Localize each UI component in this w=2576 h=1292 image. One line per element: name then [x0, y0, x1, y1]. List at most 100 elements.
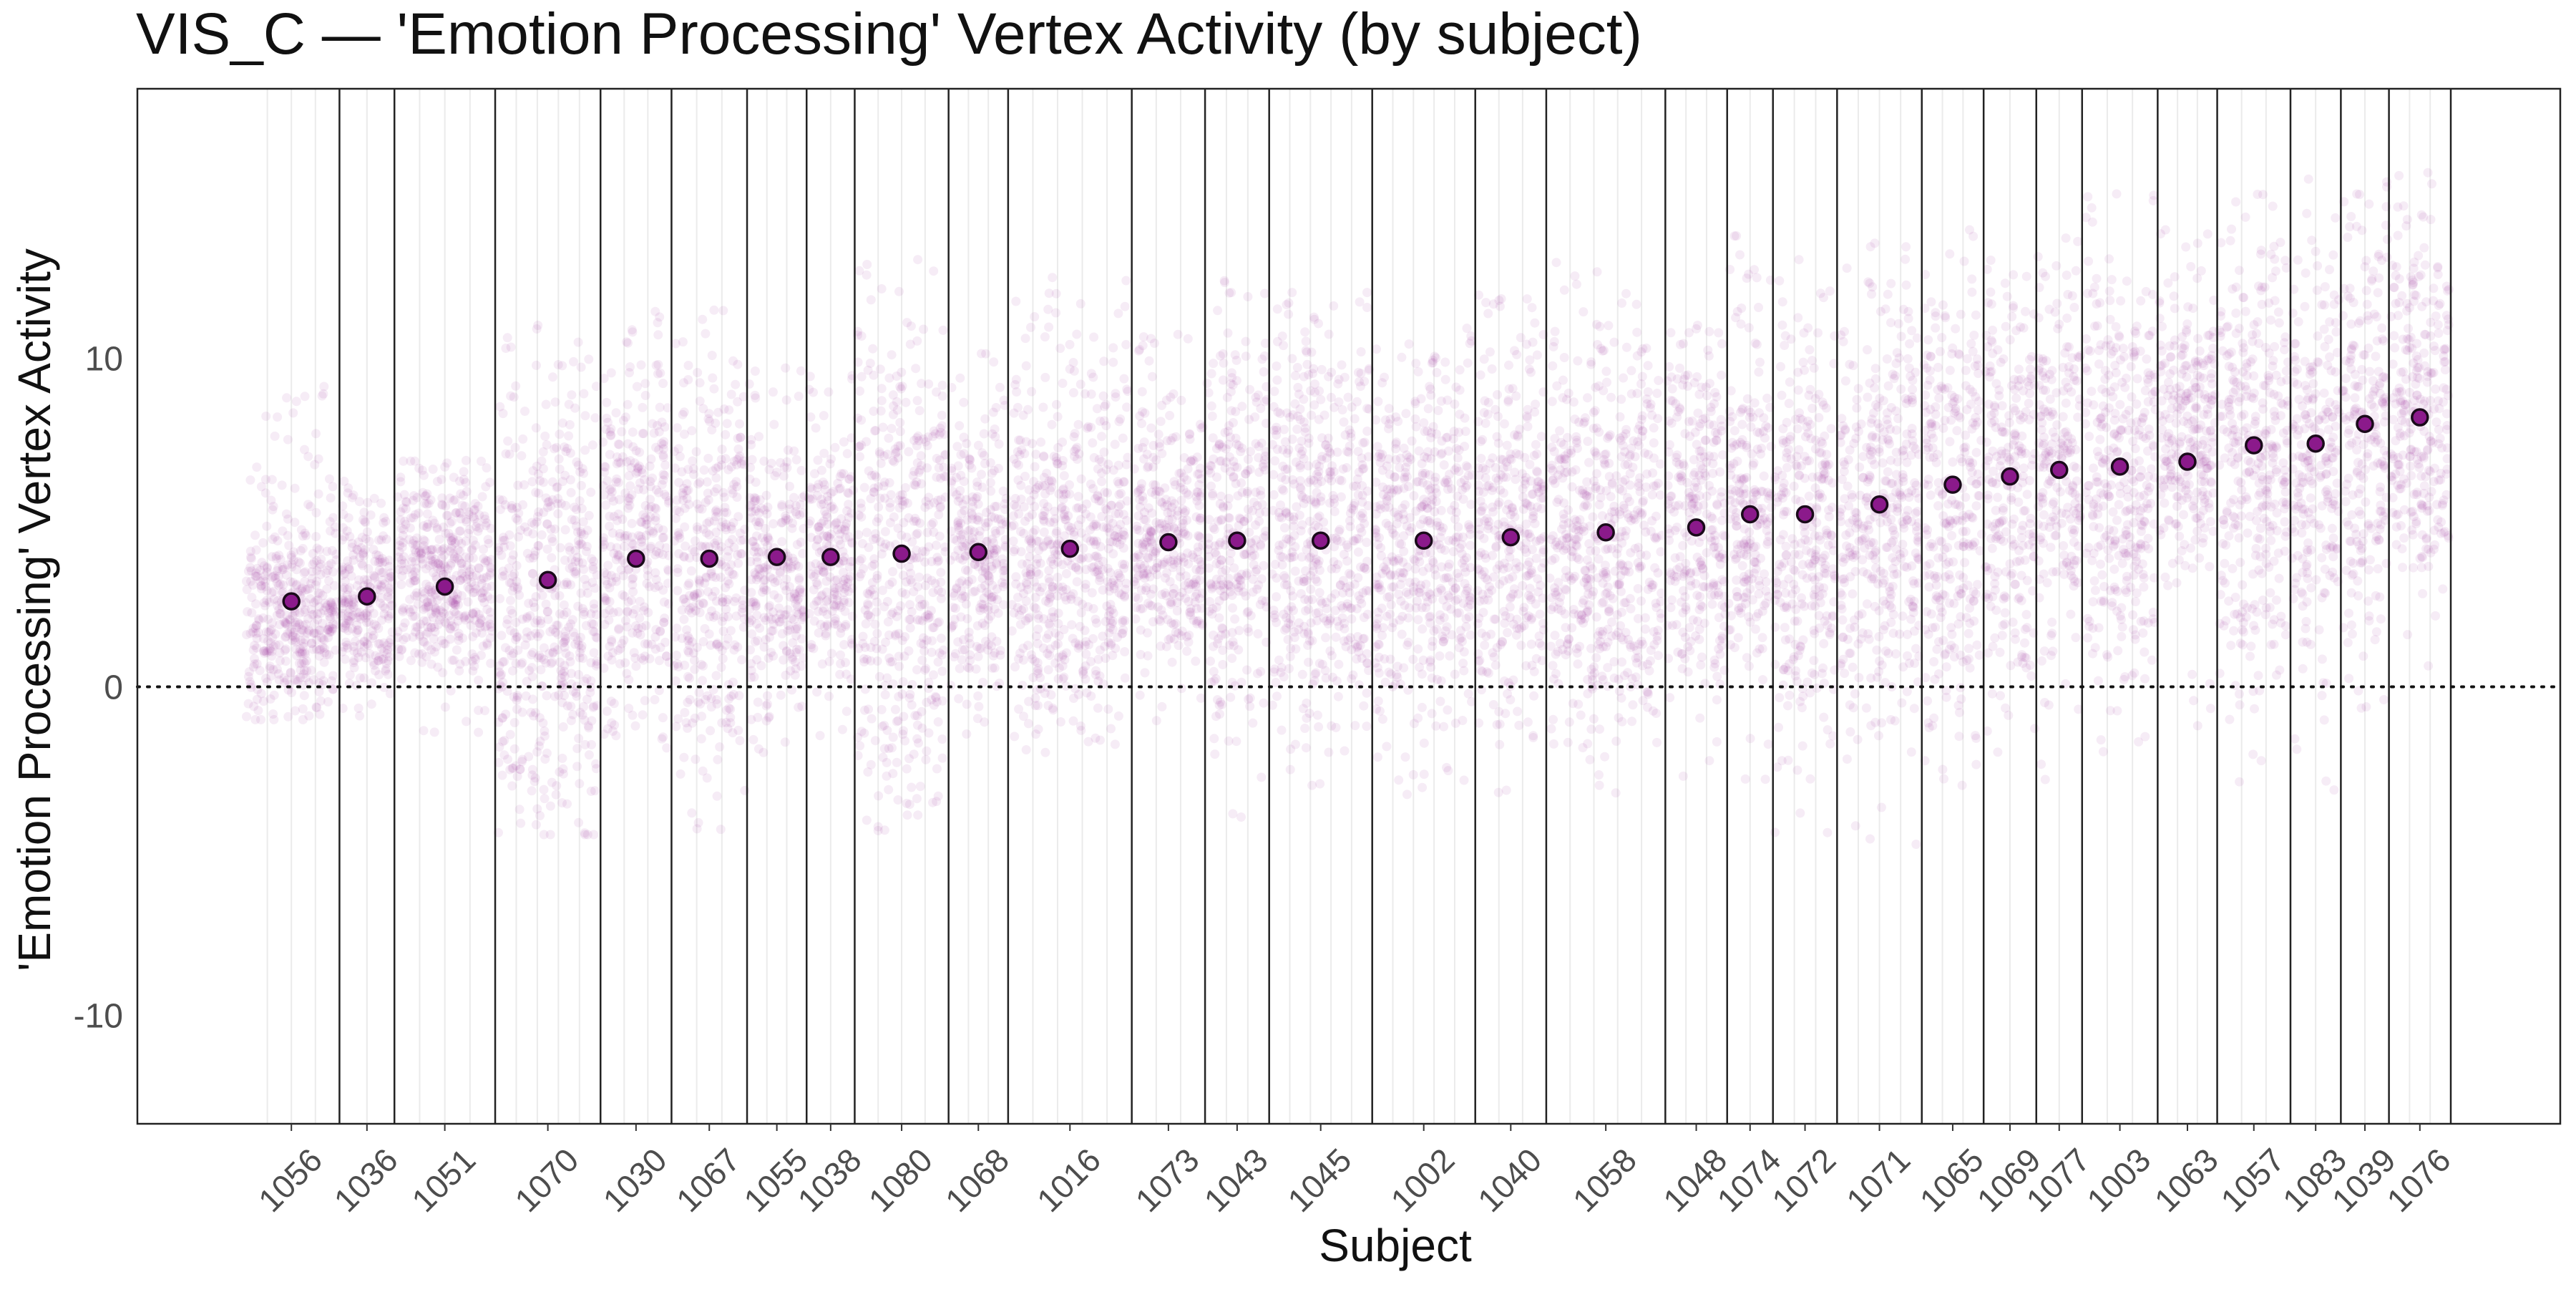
vertex-point	[514, 591, 524, 600]
vertex-point	[1234, 573, 1243, 583]
vertex-point	[1010, 608, 1019, 618]
vertex-point	[330, 581, 339, 591]
vertex-point	[1143, 628, 1152, 638]
vertex-point	[655, 627, 665, 636]
vertex-point	[624, 597, 633, 606]
vertex-point	[872, 534, 881, 543]
vertex-point	[793, 540, 802, 549]
vertex-point	[437, 636, 447, 645]
vertex-point	[1194, 555, 1203, 564]
vertex-point	[748, 455, 757, 465]
vertex-point	[472, 608, 481, 617]
vertex-point	[759, 575, 769, 585]
vertex-point	[462, 561, 472, 570]
vertex-point	[888, 578, 897, 587]
vertex-point	[298, 544, 308, 553]
vertex-point	[633, 628, 642, 638]
vertex-point	[1121, 276, 1131, 286]
vertex-point	[1120, 647, 1129, 656]
vertex-point	[973, 691, 982, 701]
vertex-point	[455, 527, 464, 536]
vertex-point	[1212, 444, 1221, 453]
vertex-point	[1154, 429, 1163, 439]
vertex-point	[1148, 617, 1158, 626]
vertex-point	[1053, 412, 1063, 422]
vertex-point	[423, 641, 432, 651]
vertex-point	[1143, 565, 1153, 575]
vertex-point	[1010, 732, 1019, 741]
vertex-point	[728, 356, 738, 366]
vertex-point	[364, 579, 373, 588]
vertex-point	[912, 517, 921, 526]
vertex-point	[363, 528, 372, 537]
vertex-point	[953, 637, 962, 646]
vertex-point	[1184, 334, 1193, 344]
vertex-point	[987, 469, 997, 478]
vertex-point	[525, 666, 534, 675]
vertex-point	[637, 360, 646, 369]
vertex-point	[611, 573, 620, 582]
vertex-point	[751, 394, 760, 403]
vertex-point	[607, 484, 616, 493]
vertex-point	[896, 601, 905, 611]
vertex-point	[1011, 297, 1020, 306]
vertex-point	[507, 782, 517, 791]
vertex-point	[1089, 333, 1098, 342]
vertex-point	[1086, 536, 1096, 545]
vertex-point	[1249, 497, 1259, 507]
vertex-point	[1138, 443, 1147, 452]
vertex-point	[503, 333, 512, 342]
vertex-point	[894, 692, 903, 701]
vertex-point	[568, 710, 577, 719]
vertex-point	[1184, 465, 1193, 474]
vertex-point	[287, 553, 296, 562]
vertex-point	[1030, 694, 1040, 703]
vertex-point	[1182, 646, 1191, 656]
vertex-point	[959, 543, 968, 552]
vertex-point	[296, 666, 306, 675]
vertex-point	[537, 530, 547, 540]
vertex-point	[834, 485, 844, 494]
vertex-point	[929, 670, 938, 679]
vertex-point	[1254, 391, 1263, 400]
vertex-point	[924, 500, 934, 510]
vertex-point	[258, 538, 268, 548]
vertex-point	[1250, 550, 1259, 560]
vertex-point	[1036, 437, 1045, 447]
vertex-point	[693, 480, 703, 489]
vertex-point	[1029, 477, 1038, 486]
vertex-point	[1146, 424, 1156, 433]
vertex-point	[1031, 450, 1040, 459]
vertex-point	[532, 592, 541, 601]
vertex-point	[797, 466, 806, 475]
vertex-point	[1209, 433, 1218, 442]
vertex-point	[567, 390, 576, 399]
vertex-point	[679, 552, 688, 561]
vertex-point	[377, 593, 386, 603]
vertex-point	[1118, 434, 1128, 443]
vertex-point	[432, 523, 441, 533]
vertex-point	[1214, 634, 1223, 643]
vertex-point	[660, 460, 670, 470]
vertex-point	[936, 578, 945, 587]
vertex-point	[518, 755, 527, 764]
vertex-point	[1350, 721, 1360, 730]
vertex-point	[654, 523, 663, 533]
vertex-point	[535, 737, 545, 746]
vertex-point	[1039, 499, 1048, 508]
vertex-point	[281, 656, 291, 666]
vertex-point	[1313, 711, 1322, 720]
vertex-point	[556, 543, 565, 553]
vertex-point	[1307, 781, 1317, 790]
vertex-point	[1169, 560, 1179, 569]
vertex-point	[981, 522, 990, 531]
vertex-point	[1104, 515, 1113, 524]
vertex-point	[410, 457, 419, 466]
vertex-point	[606, 542, 615, 551]
vertex-point	[986, 487, 995, 496]
vertex-point	[364, 641, 373, 650]
vertex-point	[1330, 507, 1340, 516]
vertex-point	[585, 688, 595, 697]
vertex-point	[309, 610, 318, 619]
vertex-point	[552, 790, 561, 800]
